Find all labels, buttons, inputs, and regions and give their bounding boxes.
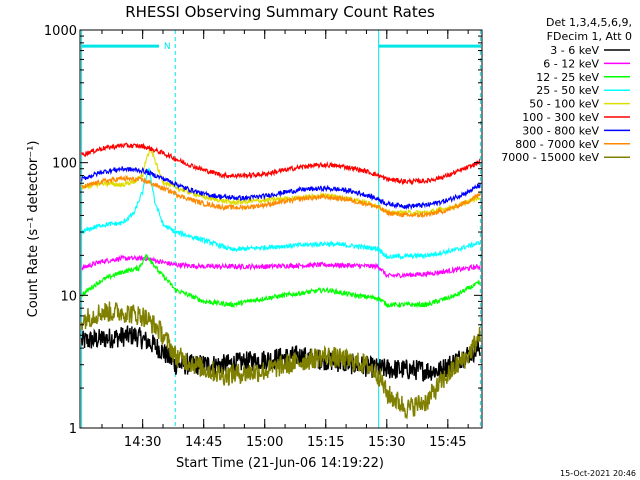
x-tick-label-1: 14:45 <box>185 435 222 450</box>
series-line-2 <box>81 253 481 309</box>
legend-entry-label-4: 50 - 100 keV <box>529 98 599 111</box>
legend-entry-label-2: 12 - 25 keV <box>536 71 599 84</box>
y-axis-label: Count Rate (s⁻¹ detector⁻¹) <box>26 141 41 318</box>
legend-header-line-2: FDecim 1, Att 0 <box>547 30 632 43</box>
flag-label-0: N <box>164 42 171 52</box>
x-tick-label-0: 14:30 <box>124 435 161 450</box>
series-group <box>80 142 481 420</box>
x-tick-label-2: 15:00 <box>246 435 283 450</box>
legend-entry-label-1: 6 - 12 keV <box>543 57 599 70</box>
series-line-5 <box>81 142 481 186</box>
y-tick-label-1: 10 <box>60 289 77 304</box>
x-axis: 14:30 14:45 15:00 15:15 15:30 15:45 <box>101 30 469 450</box>
legend: Det 1,3,4,5,6,9, FDecim 1, Att 0 3 - 6 k… <box>501 16 632 164</box>
series-line-8 <box>80 301 481 420</box>
series-line-3 <box>81 166 481 261</box>
x-tick-label-5: 15:45 <box>429 435 466 450</box>
y-axis: 1 10 100 1000 <box>44 24 482 437</box>
x-tick-label-3: 15:15 <box>307 435 344 450</box>
x-axis-label: Start Time (21-Jun-06 14:19:22) <box>176 456 384 471</box>
legend-entry-label-5: 100 - 300 keV <box>522 111 599 124</box>
legend-entry-label-0: 3 - 6 keV <box>550 44 599 57</box>
footer-timestamp: 15-Oct-2021 20:46 <box>560 469 636 478</box>
series-line-4 <box>81 148 481 217</box>
legend-entry-label-7: 800 - 7000 keV <box>515 138 599 151</box>
plot-frame <box>79 29 483 429</box>
x-tick-label-4: 15:30 <box>368 435 405 450</box>
series-line-6 <box>81 166 481 211</box>
legend-entry-label-8: 7000 - 15000 keV <box>501 151 599 164</box>
legend-entry-label-3: 25 - 50 keV <box>536 84 599 97</box>
y-tick-label-0: 1 <box>69 422 77 437</box>
chart-title: RHESSI Observing Summary Count Rates <box>125 3 435 21</box>
series-line-7 <box>81 174 481 219</box>
night-markers: N <box>81 30 481 428</box>
y-tick-label-2: 100 <box>52 157 77 172</box>
legend-header-line-1: Det 1,3,4,5,6,9, <box>546 16 632 29</box>
legend-entry-label-6: 300 - 800 keV <box>522 124 599 137</box>
y-tick-label-3: 1000 <box>44 24 77 39</box>
